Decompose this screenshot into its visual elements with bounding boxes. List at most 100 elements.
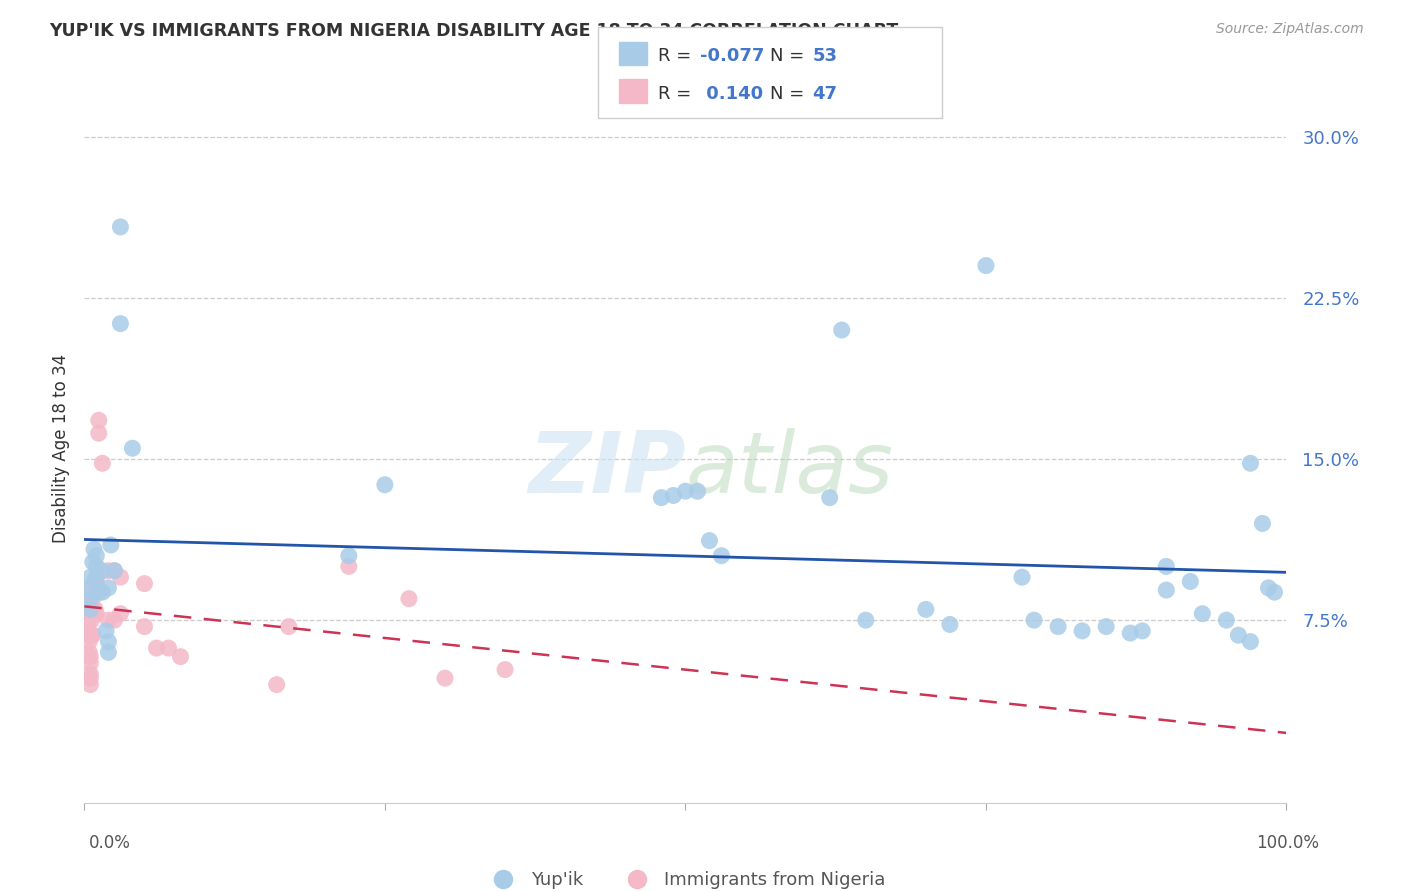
Point (79, 649, 101, 664)
Point (855, 613, 877, 627)
Point (80, 613, 103, 627)
Point (1239, 456, 1261, 470)
Point (97, 613, 120, 627)
Point (1156, 559, 1178, 574)
Point (266, 678, 288, 692)
Point (103, 564, 125, 578)
Point (82, 555, 104, 569)
Point (86, 574, 108, 589)
Point (80, 628, 103, 642)
Point (110, 607, 132, 621)
Point (818, 491, 841, 505)
Text: R =: R = (658, 47, 697, 65)
Point (80, 581, 103, 595)
Point (1130, 624, 1153, 638)
Point (939, 617, 962, 632)
Point (134, 576, 156, 591)
Point (1257, 581, 1279, 595)
Point (97, 645, 120, 659)
Point (662, 489, 685, 503)
Text: 0.140: 0.140 (700, 85, 763, 103)
Point (79, 570, 101, 584)
Point (83, 542, 105, 557)
Point (974, 259, 997, 273)
Text: ZIP: ZIP (527, 428, 686, 511)
Point (134, 619, 156, 633)
Point (86, 570, 108, 584)
Point (277, 619, 299, 633)
Point (110, 219, 132, 234)
Point (337, 559, 360, 574)
Point (77, 645, 100, 659)
Point (91, 585, 114, 599)
Point (100, 538, 122, 552)
Text: 100.0%: 100.0% (1256, 834, 1319, 852)
Point (94, 624, 117, 638)
Point (97, 581, 120, 595)
Point (80, 598, 103, 612)
Text: R =: R = (658, 85, 697, 103)
Point (699, 533, 721, 548)
Point (1011, 570, 1033, 584)
Point (79, 656, 101, 670)
Y-axis label: Disability Age 18 to 34: Disability Age 18 to 34 (52, 353, 70, 543)
Point (1095, 619, 1118, 633)
Point (1047, 619, 1070, 633)
Point (103, 564, 125, 578)
Point (79, 671, 101, 685)
Point (77, 598, 100, 612)
Point (77, 624, 100, 638)
Point (79, 602, 101, 616)
Point (79, 678, 101, 692)
Point (91, 456, 114, 470)
Text: N =: N = (770, 85, 810, 103)
Point (831, 323, 853, 337)
Point (710, 549, 733, 563)
Point (86, 549, 108, 563)
Point (79, 591, 101, 606)
Text: Source: ZipAtlas.com: Source: ZipAtlas.com (1216, 22, 1364, 37)
Point (650, 491, 672, 505)
Point (77, 607, 100, 621)
Text: YUP'IK VS IMMIGRANTS FROM NIGERIA DISABILITY AGE 18 TO 34 CORRELATION CHART: YUP'IK VS IMMIGRANTS FROM NIGERIA DISABI… (49, 22, 898, 40)
Point (86, 559, 108, 574)
Point (1239, 634, 1261, 648)
Point (87, 585, 110, 599)
Point (1156, 583, 1178, 598)
Point (103, 613, 125, 627)
Point (110, 570, 132, 584)
Point (86, 607, 108, 621)
Point (87, 413, 110, 427)
Point (1022, 613, 1045, 627)
Point (686, 484, 709, 499)
Point (145, 641, 167, 656)
Legend: Yup'ik, Immigrants from Nigeria: Yup'ik, Immigrants from Nigeria (478, 864, 893, 892)
Point (1227, 628, 1250, 642)
Point (83, 574, 105, 589)
Point (1180, 574, 1202, 589)
Point (84, 602, 107, 616)
Point (82, 607, 104, 621)
Text: 47: 47 (813, 85, 838, 103)
Point (1119, 626, 1142, 640)
Point (77, 628, 100, 642)
Point (1263, 585, 1285, 599)
Point (83, 607, 105, 621)
Point (87, 426, 110, 441)
Point (337, 549, 360, 563)
Text: 0.0%: 0.0% (89, 834, 131, 852)
Point (1215, 613, 1237, 627)
Point (1251, 516, 1274, 531)
Point (91, 564, 114, 578)
Point (110, 317, 132, 331)
Point (82, 591, 104, 606)
Point (82, 628, 104, 642)
Point (79, 581, 101, 595)
Point (97, 564, 120, 578)
Point (434, 671, 457, 685)
Point (169, 649, 191, 664)
Point (77, 591, 100, 606)
Point (157, 641, 180, 656)
Text: atlas: atlas (686, 428, 893, 511)
Point (77, 634, 100, 648)
